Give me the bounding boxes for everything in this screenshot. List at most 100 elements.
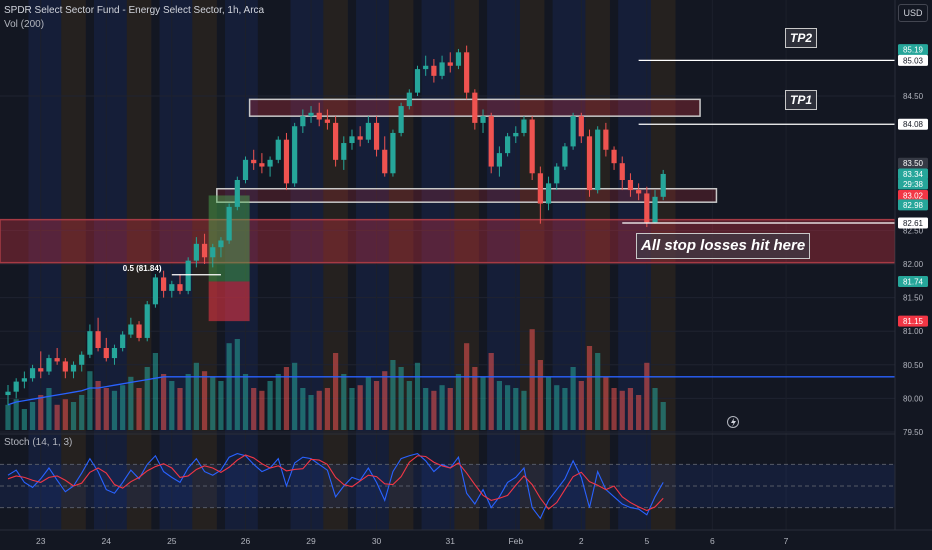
candle-body-28 <box>234 180 240 207</box>
candle-0 <box>5 384 11 406</box>
candle-34 <box>283 132 290 191</box>
volume-bar-55 <box>455 374 462 430</box>
candle-9 <box>79 351 85 372</box>
volume-bar-10 <box>87 371 93 430</box>
price-label-text-7: 82.98 <box>903 201 924 210</box>
candle-13 <box>111 344 118 365</box>
candle-body-53 <box>439 62 445 76</box>
candle-body-21 <box>177 284 183 291</box>
candle-73 <box>603 122 609 157</box>
volume-bar-78 <box>644 362 650 430</box>
candle-body-49 <box>406 92 412 107</box>
candle-17 <box>144 300 150 342</box>
candle-body-46 <box>382 149 388 174</box>
candle-body-11 <box>95 331 101 348</box>
volume-bar-67 <box>554 385 560 430</box>
volume-ma-line <box>7 376 895 406</box>
volume-bar-79 <box>652 388 658 430</box>
volume-bar-16 <box>136 388 142 430</box>
candle-3 <box>29 364 36 382</box>
volume-bar-41 <box>341 374 347 430</box>
candle-68 <box>562 143 568 170</box>
price-tick-0: 79.50 <box>903 428 924 437</box>
volume-bar-72 <box>595 353 601 430</box>
time-axis: 23 24 25 26 29 30 31 Feb 2 5 6 7 <box>0 529 932 550</box>
volume-bar-9 <box>79 395 85 430</box>
session-band-18 <box>650 0 676 530</box>
volume-bar-19 <box>161 374 167 430</box>
zone-support <box>216 187 718 203</box>
price-label-text-9: 81.74 <box>903 277 924 286</box>
candle-body-14 <box>120 334 126 348</box>
candle-body-70 <box>578 116 584 137</box>
volume-bar-38 <box>316 390 322 430</box>
session-band-14 <box>519 0 545 530</box>
candle-80 <box>660 169 666 201</box>
candle-body-57 <box>472 92 478 123</box>
candle-56 <box>464 45 470 100</box>
candle-body-3 <box>29 368 36 379</box>
volume-bar-25 <box>210 376 216 430</box>
volume-bar-24 <box>201 371 208 430</box>
candle-body-54 <box>447 62 453 66</box>
candle-64 <box>529 116 535 180</box>
candle-77 <box>636 183 642 201</box>
price-label-text-0: 85.19 <box>903 46 924 55</box>
candle-body-65 <box>537 173 543 204</box>
candle-body-79 <box>652 196 658 223</box>
candle-26 <box>218 237 224 258</box>
session-band-13 <box>487 0 520 530</box>
candle-74 <box>611 146 617 170</box>
candle-32 <box>267 156 273 177</box>
candle-body-78 <box>644 193 650 223</box>
candle-body-80 <box>660 173 666 197</box>
volume-bar-20 <box>169 381 175 430</box>
candle-body-35 <box>292 126 298 184</box>
volume-bar-43 <box>357 385 363 430</box>
candle-61 <box>504 132 511 157</box>
candle-body-38 <box>316 112 322 120</box>
time-tick-11: 7 <box>784 536 789 546</box>
candle-body-51 <box>423 65 429 70</box>
candle-body-52 <box>431 65 437 76</box>
session-band-2 <box>93 0 127 530</box>
price-label-text-2: 84.08 <box>903 120 924 129</box>
candle-body-55 <box>455 52 462 66</box>
candle-20 <box>169 280 175 298</box>
candle-6 <box>54 348 60 365</box>
volume-bar-77 <box>636 395 642 430</box>
candle-body-74 <box>611 149 617 164</box>
price-label-text-10: 81.15 <box>903 317 924 326</box>
volume-bar-7 <box>62 399 68 430</box>
candle-75 <box>619 156 625 191</box>
candle-body-4 <box>38 368 44 372</box>
volume-bar-2 <box>21 409 27 430</box>
candle-59 <box>488 112 494 174</box>
candle-body-27 <box>226 206 232 241</box>
candle-body-69 <box>570 116 576 147</box>
volume-bar-33 <box>275 374 281 430</box>
candle-body-32 <box>267 159 273 167</box>
volume-bar-48 <box>398 367 404 430</box>
session-band-9 <box>356 0 389 530</box>
volume-bar-50 <box>414 362 421 430</box>
volume-bar-51 <box>423 388 429 430</box>
candle-body-45 <box>373 122 380 150</box>
candle-body-17 <box>144 304 150 338</box>
volume-bar-54 <box>447 388 453 430</box>
candle-11 <box>95 317 101 352</box>
candle-10 <box>87 324 93 359</box>
session-band-10 <box>388 0 414 530</box>
volume-bar-75 <box>619 390 625 430</box>
zone-long-risk <box>208 281 250 322</box>
currency-button[interactable]: USD <box>898 4 928 22</box>
volume-bar-26 <box>218 381 224 430</box>
time-tick-9: 5 <box>644 536 649 546</box>
candle-body-76 <box>627 180 634 191</box>
price-label-bg-7 <box>898 199 928 211</box>
price-label-3: 83.50 <box>898 157 928 169</box>
volume-bar-59 <box>488 353 494 430</box>
candle-body-75 <box>619 163 625 180</box>
candle-body-24 <box>201 243 208 258</box>
